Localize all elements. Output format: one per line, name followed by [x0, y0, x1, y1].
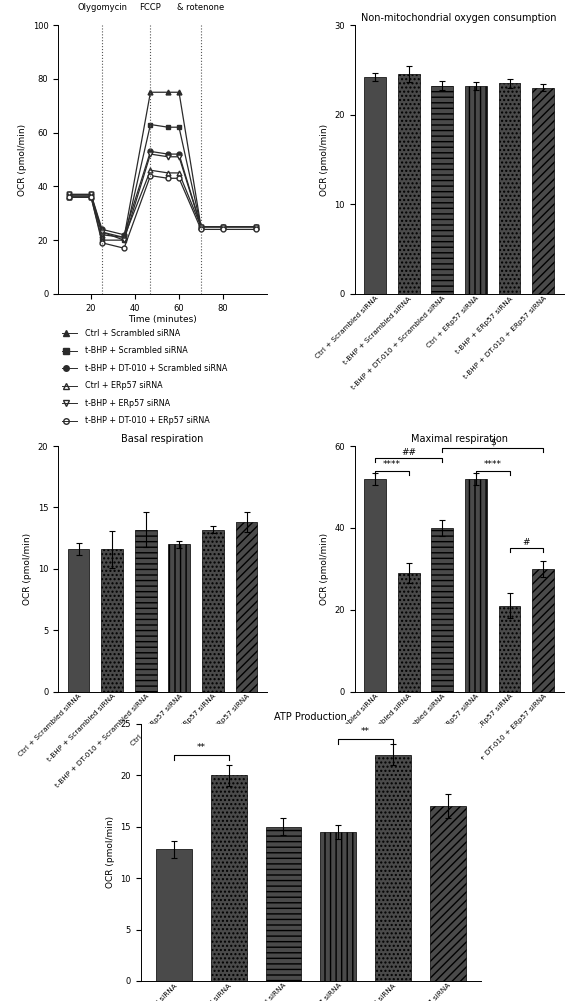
Text: $: $	[490, 437, 496, 446]
Text: t-BHP + DT-010 + Scrambled siRNA: t-BHP + DT-010 + Scrambled siRNA	[85, 363, 228, 372]
Bar	[168, 545, 190, 692]
Y-axis label: OCR (pmol/min): OCR (pmol/min)	[18, 123, 27, 195]
Text: ****: ****	[383, 460, 401, 469]
Bar	[430, 806, 465, 981]
Text: Ctrl + Scrambled siRNA: Ctrl + Scrambled siRNA	[85, 328, 181, 337]
Bar	[202, 530, 224, 692]
Text: ##: ##	[401, 448, 416, 457]
Bar	[465, 478, 487, 692]
Title: Non-mitochondrial oxygen consumption: Non-mitochondrial oxygen consumption	[361, 13, 557, 23]
Bar	[532, 88, 554, 294]
Bar	[156, 849, 192, 981]
Y-axis label: OCR (pmol/min): OCR (pmol/min)	[23, 533, 33, 605]
Text: **: **	[361, 727, 370, 736]
Bar	[364, 77, 386, 294]
Text: & rotenone: & rotenone	[177, 3, 225, 12]
Title: Basal respiration: Basal respiration	[121, 433, 204, 443]
Bar	[498, 606, 521, 692]
Bar	[211, 775, 246, 981]
Bar	[375, 755, 411, 981]
Bar	[236, 523, 257, 692]
Title: Maximal respiration: Maximal respiration	[411, 433, 508, 443]
Bar	[135, 530, 157, 692]
Text: #: #	[522, 539, 530, 548]
Text: Olygomycin: Olygomycin	[77, 3, 127, 12]
Y-axis label: OCR (pmol/min): OCR (pmol/min)	[106, 817, 115, 889]
Text: t-BHP + Scrambled siRNA: t-BHP + Scrambled siRNA	[85, 346, 188, 355]
Bar	[67, 550, 89, 692]
Text: **: **	[197, 743, 206, 752]
Bar	[498, 83, 521, 294]
Text: t-BHP + DT-010 + ERp57 siRNA: t-BHP + DT-010 + ERp57 siRNA	[85, 416, 210, 425]
Bar	[101, 550, 123, 692]
Bar	[398, 573, 419, 692]
Text: t-BHP + ERp57 siRNA: t-BHP + ERp57 siRNA	[85, 398, 170, 407]
Title: ATP Production: ATP Production	[274, 712, 347, 722]
X-axis label: Time (minutes): Time (minutes)	[128, 315, 197, 324]
Y-axis label: OCR (pmol/min): OCR (pmol/min)	[320, 533, 329, 605]
Text: Ctrl + ERp57 siRNA: Ctrl + ERp57 siRNA	[85, 381, 163, 390]
Text: FCCP: FCCP	[139, 3, 162, 12]
Bar	[266, 827, 302, 981]
Bar	[432, 528, 453, 692]
Text: ****: ****	[484, 460, 502, 469]
Bar	[432, 86, 453, 294]
Bar	[465, 86, 487, 294]
Bar	[320, 832, 356, 981]
Y-axis label: OCR (pmol/min): OCR (pmol/min)	[320, 123, 329, 195]
Bar	[364, 478, 386, 692]
Bar	[398, 74, 419, 294]
Bar	[532, 569, 554, 692]
